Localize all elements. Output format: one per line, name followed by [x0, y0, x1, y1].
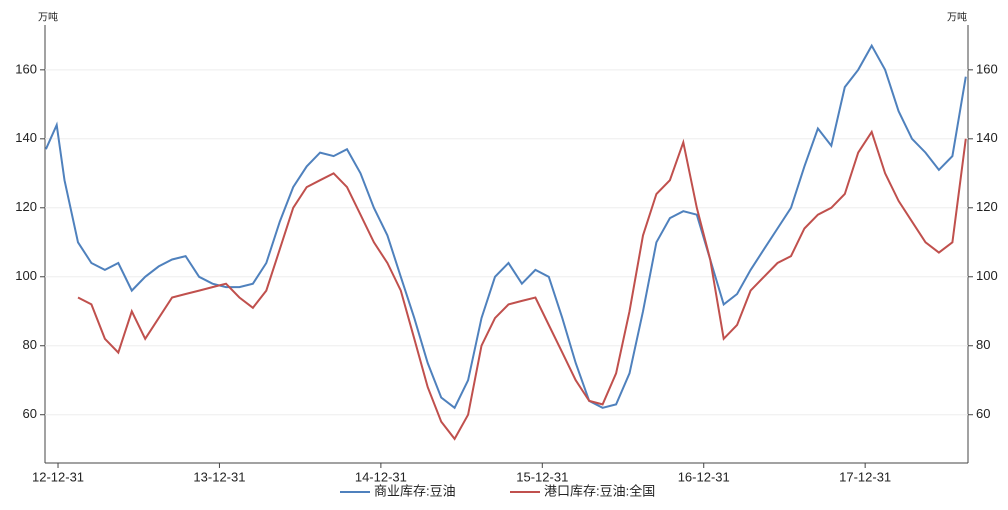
x-tick-label: 12-12-31	[32, 469, 84, 484]
y-axis-label: 万吨	[38, 11, 58, 24]
y2-tick-label: 160	[976, 61, 998, 76]
y-tick-label: 60	[23, 406, 37, 421]
x-tick-label: 14-12-31	[355, 469, 407, 484]
series-line	[77, 129, 967, 441]
y2-tick-label: 80	[976, 337, 990, 352]
x-tick-label: 17-12-31	[839, 469, 891, 484]
y-tick-label: 100	[15, 268, 37, 283]
y-tick-label: 120	[15, 199, 37, 214]
y2-tick-label: 140	[976, 130, 998, 145]
y-tick-label: 80	[23, 337, 37, 352]
y2-tick-label: 100	[976, 268, 998, 283]
legend-label: 商业库存:豆油	[374, 483, 456, 498]
y-tick-label: 140	[15, 130, 37, 145]
legend-label: 港口库存:豆油:全国	[544, 483, 655, 498]
series-line	[44, 43, 967, 410]
x-tick-label: 13-12-31	[193, 469, 245, 484]
y2-axis-label: 万吨	[947, 11, 967, 24]
y-tick-label: 160	[15, 61, 37, 76]
y2-tick-label: 120	[976, 199, 998, 214]
x-tick-label: 15-12-31	[516, 469, 568, 484]
y2-tick-label: 60	[976, 406, 990, 421]
x-tick-label: 16-12-31	[678, 469, 730, 484]
